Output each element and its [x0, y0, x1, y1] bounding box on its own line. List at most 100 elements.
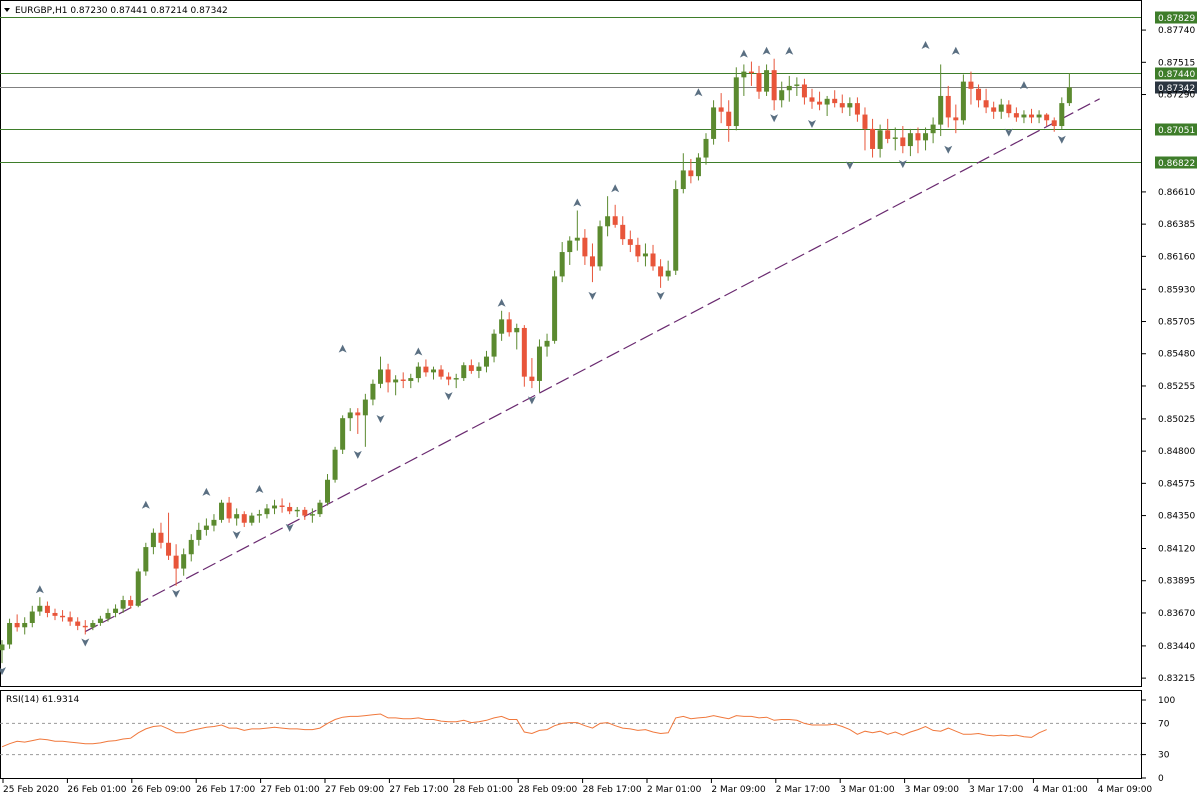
candle-body [794, 84, 800, 86]
fractal-down-marker [1004, 128, 1013, 137]
candle-body [900, 137, 906, 147]
candle-body [582, 237, 588, 257]
level-tag-bg [1155, 123, 1197, 136]
candle-body [181, 554, 187, 569]
candle-body [203, 525, 209, 530]
candle-body [695, 157, 701, 177]
time-axis[interactable]: 25 Feb 2020 26 Feb 01:00 26 Feb 09:00 26 Fe… [2, 778, 1152, 795]
fractal-up-marker [921, 40, 930, 49]
candle-body [748, 71, 754, 74]
candle-body [589, 256, 595, 267]
price-tick-label: 0.83895 [1158, 577, 1195, 587]
candle-body [726, 111, 732, 127]
fractal-up-marker [202, 487, 211, 496]
candle-body [0, 644, 5, 651]
candle-body [302, 509, 308, 516]
fractal-down-marker [770, 114, 779, 123]
fractal-down-marker [172, 589, 181, 598]
candle-body [915, 133, 921, 141]
candle-body [249, 515, 255, 523]
chart-header-title: EURGBP,H1 0.87230 0.87441 0.87214 0.8734… [15, 6, 228, 16]
candle-body [718, 107, 724, 112]
candle-body [44, 605, 50, 613]
candle-body [991, 107, 997, 112]
fractal-up-marker [414, 347, 423, 356]
level-tag-bg [1155, 156, 1197, 169]
price-tick-label: 0.83215 [1158, 674, 1195, 684]
level-tag-label: 0.87829 [1158, 14, 1195, 24]
level-tag-label: 0.86822 [1158, 159, 1195, 169]
candle-body [408, 378, 414, 381]
candle-body [771, 70, 777, 101]
candle-body [627, 239, 633, 245]
time-tick-label: 2 Mar 09:00 [711, 785, 766, 795]
candle-body [680, 170, 686, 190]
candle-body [211, 519, 217, 526]
fractal-down-marker [527, 396, 536, 405]
rsi-tick-label: 30 [1158, 751, 1170, 761]
fractal-down-marker [376, 415, 385, 424]
price-axis[interactable]: 0.87740 0.87515 0.87290 0.86610 0.86385 0.861… [1141, 26, 1195, 684]
candle-body [862, 114, 868, 129]
candle-body [166, 542, 172, 556]
time-tick-label: 26 Feb 09:00 [132, 785, 191, 795]
candle-body [703, 138, 709, 158]
time-tick-label: 4 Mar 01:00 [1033, 785, 1088, 795]
candle-body [158, 532, 164, 543]
candle-body [930, 124, 936, 134]
time-tick-label: 26 Feb 17:00 [196, 785, 255, 795]
candle-body [294, 509, 300, 512]
rsi-line-layer [0, 713, 1141, 756]
time-tick-label: 27 Feb 01:00 [261, 785, 320, 795]
time-tick-label: 28 Feb 09:00 [518, 785, 577, 795]
candle-body [1006, 104, 1012, 114]
candle-body [272, 505, 278, 509]
price-tick-label: 0.85025 [1158, 415, 1195, 425]
trendline-layer [84, 98, 1100, 633]
fractal-up-marker [1019, 81, 1028, 90]
candle-body [945, 95, 951, 118]
fractal-down-marker [656, 291, 665, 300]
rsi-tick-label: 0 [1158, 774, 1164, 784]
price-tick-label: 0.86385 [1158, 220, 1195, 230]
candle-body [552, 276, 558, 341]
candle-body [309, 514, 315, 516]
rsi-axis: 100 70 30 0 [1141, 696, 1175, 784]
candle-body [332, 449, 338, 480]
candle-body [514, 327, 520, 333]
fractal-up-marker [951, 46, 960, 55]
candle-body [847, 103, 853, 108]
candle-body [150, 532, 156, 548]
triangle-down-icon[interactable] [4, 8, 10, 12]
price-tick-label: 0.86610 [1158, 188, 1195, 198]
candle-body [892, 137, 898, 139]
candle-body [907, 133, 913, 147]
rsi-panel-frame [0, 690, 1142, 779]
candle-body [1059, 103, 1065, 127]
candle-body [923, 133, 929, 141]
price-tick-label: 0.87290 [1158, 91, 1195, 101]
price-tick-label: 0.83440 [1158, 642, 1195, 652]
candle-body [7, 622, 13, 645]
price-tick-label: 0.87515 [1158, 58, 1195, 68]
candle-body [756, 73, 762, 92]
candle-body [506, 319, 512, 333]
fractal-up-marker [573, 198, 582, 207]
candle-body [786, 85, 792, 91]
candle-body [29, 611, 35, 623]
candle-body [143, 547, 149, 572]
candle-body [491, 333, 497, 357]
time-tick-label: 3 Mar 09:00 [905, 785, 960, 795]
candle-body [854, 103, 860, 115]
candle-body [938, 95, 944, 125]
candle-body [120, 600, 126, 609]
candle-body [998, 104, 1004, 112]
candlestick-series [0, 58, 1072, 664]
fractal-down-marker [845, 161, 854, 170]
candle-body [741, 71, 747, 78]
candle-body [764, 70, 770, 92]
candle-body [22, 622, 28, 628]
candle-body [75, 621, 81, 626]
candle-body [317, 502, 323, 515]
candle-body [113, 608, 119, 613]
